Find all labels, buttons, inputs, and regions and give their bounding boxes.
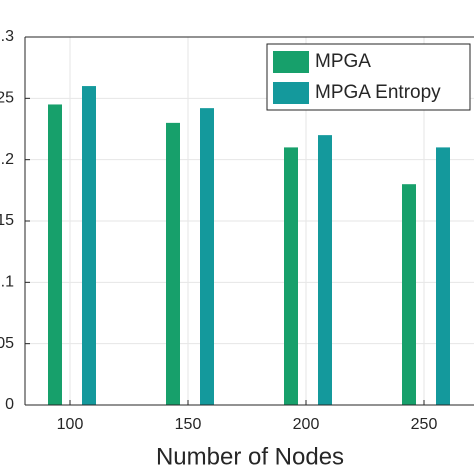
y-tick-label: 0.05 xyxy=(0,335,14,352)
legend: MPGA MPGA Entropy xyxy=(266,43,471,111)
bar xyxy=(82,86,96,406)
legend-label: MPGA Entropy xyxy=(315,82,441,103)
y-tick-label: 0.15 xyxy=(0,212,14,229)
y-tick-label: 0.3 xyxy=(0,28,14,45)
legend-swatch xyxy=(273,51,309,73)
bar xyxy=(436,147,450,405)
bar xyxy=(166,122,180,405)
y-tick-label: 0.1 xyxy=(0,274,14,291)
y-tick-label: 0.25 xyxy=(0,90,14,107)
y-tick-label: 0 xyxy=(5,396,14,413)
x-tick-label: 250 xyxy=(411,416,438,433)
bar xyxy=(318,135,332,405)
bar xyxy=(402,184,416,405)
bar xyxy=(48,104,62,405)
x-tick-label: 100 xyxy=(57,416,84,433)
y-tick-label: 0.2 xyxy=(0,151,14,168)
bar xyxy=(284,147,298,405)
legend-swatch xyxy=(273,82,309,104)
legend-label: MPGA xyxy=(315,51,371,72)
x-tick-label: 200 xyxy=(293,416,320,433)
x-axis-label: Number of Nodes xyxy=(156,443,344,470)
bar xyxy=(200,108,214,405)
x-tick-label: 150 xyxy=(175,416,202,433)
